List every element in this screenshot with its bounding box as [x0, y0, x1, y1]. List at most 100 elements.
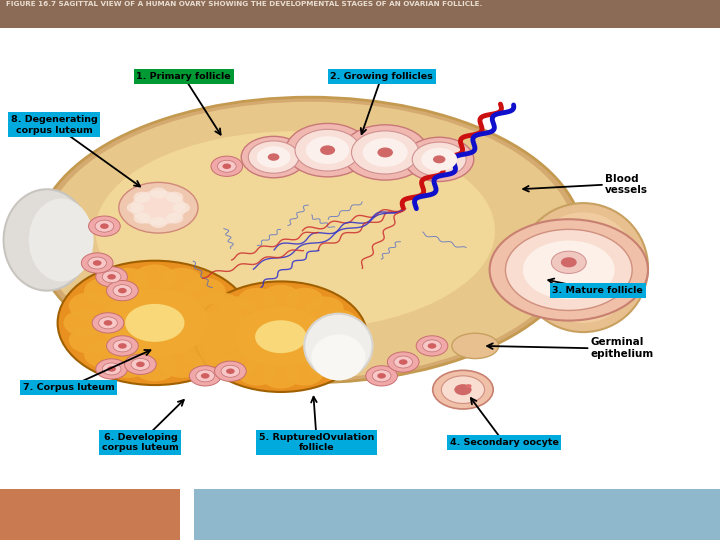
FancyBboxPatch shape	[0, 489, 180, 540]
Ellipse shape	[43, 102, 576, 378]
Circle shape	[306, 353, 343, 377]
Circle shape	[198, 326, 241, 354]
Circle shape	[127, 202, 144, 213]
Circle shape	[342, 125, 428, 180]
Text: 2. Growing follicles: 2. Growing follicles	[330, 72, 433, 81]
Circle shape	[204, 309, 246, 336]
Circle shape	[394, 356, 413, 368]
Circle shape	[125, 304, 184, 342]
Circle shape	[107, 366, 116, 372]
Circle shape	[100, 224, 109, 229]
Circle shape	[189, 366, 221, 386]
Circle shape	[324, 325, 362, 349]
Circle shape	[286, 361, 323, 386]
Text: 3. Mature follicle: 3. Mature follicle	[552, 286, 643, 295]
Circle shape	[118, 343, 127, 349]
Circle shape	[183, 341, 225, 368]
Circle shape	[173, 202, 190, 213]
Circle shape	[95, 220, 114, 232]
Ellipse shape	[95, 131, 495, 330]
Circle shape	[107, 274, 116, 280]
Circle shape	[217, 160, 236, 172]
Circle shape	[133, 192, 150, 203]
Circle shape	[423, 340, 441, 352]
Circle shape	[102, 271, 121, 283]
Circle shape	[215, 361, 246, 381]
Circle shape	[96, 359, 127, 379]
Circle shape	[218, 296, 256, 321]
Circle shape	[88, 257, 107, 269]
Text: 1. Primary follicle: 1. Primary follicle	[136, 72, 231, 81]
Circle shape	[286, 288, 323, 312]
Circle shape	[552, 251, 586, 273]
Circle shape	[454, 384, 472, 395]
Circle shape	[413, 142, 466, 177]
Circle shape	[58, 261, 252, 385]
Circle shape	[204, 309, 243, 334]
Circle shape	[133, 354, 176, 381]
Circle shape	[196, 370, 215, 382]
Circle shape	[295, 129, 360, 171]
FancyBboxPatch shape	[194, 489, 720, 540]
Ellipse shape	[304, 314, 373, 378]
Circle shape	[99, 317, 117, 329]
Circle shape	[320, 145, 335, 155]
Circle shape	[416, 336, 448, 356]
Circle shape	[490, 219, 648, 321]
Circle shape	[226, 368, 235, 374]
Ellipse shape	[29, 199, 94, 281]
Circle shape	[102, 363, 121, 375]
Circle shape	[150, 217, 167, 228]
Circle shape	[366, 366, 397, 386]
Text: 8. Degenerating
corpus luteum: 8. Degenerating corpus luteum	[11, 115, 97, 134]
Circle shape	[363, 138, 408, 167]
Circle shape	[63, 309, 107, 336]
Circle shape	[160, 268, 203, 295]
Circle shape	[268, 153, 279, 161]
Circle shape	[204, 340, 243, 364]
Circle shape	[399, 359, 408, 365]
Circle shape	[238, 361, 276, 386]
Circle shape	[93, 260, 102, 266]
Ellipse shape	[4, 190, 90, 291]
Circle shape	[166, 192, 184, 203]
Circle shape	[113, 285, 132, 296]
Circle shape	[107, 268, 150, 295]
Circle shape	[523, 240, 615, 299]
FancyBboxPatch shape	[180, 489, 194, 540]
Circle shape	[433, 370, 493, 409]
Ellipse shape	[518, 203, 648, 332]
Circle shape	[199, 325, 238, 349]
Circle shape	[234, 307, 328, 367]
Circle shape	[198, 292, 241, 320]
Circle shape	[131, 190, 186, 225]
Circle shape	[372, 370, 391, 382]
Circle shape	[257, 146, 290, 168]
Circle shape	[107, 336, 138, 356]
Circle shape	[255, 320, 307, 353]
Circle shape	[466, 384, 472, 388]
Circle shape	[262, 285, 300, 309]
Text: 4. Secondary oocyte: 4. Secondary oocyte	[449, 438, 559, 447]
Text: Blood
vessels: Blood vessels	[605, 174, 648, 195]
Circle shape	[92, 313, 124, 333]
Circle shape	[125, 354, 156, 374]
Text: Germinal
epithelium: Germinal epithelium	[590, 338, 654, 359]
Circle shape	[241, 136, 306, 178]
Ellipse shape	[311, 334, 365, 381]
Circle shape	[248, 141, 299, 173]
Circle shape	[433, 156, 446, 163]
Circle shape	[160, 350, 203, 378]
Circle shape	[131, 359, 150, 370]
FancyBboxPatch shape	[0, 28, 720, 489]
Circle shape	[286, 124, 369, 177]
Circle shape	[221, 365, 240, 377]
Circle shape	[68, 292, 112, 320]
Text: 7. Corpus luteum: 7. Corpus luteum	[22, 383, 114, 392]
Circle shape	[107, 350, 150, 378]
Ellipse shape	[452, 333, 498, 359]
Circle shape	[387, 352, 419, 372]
Circle shape	[561, 257, 577, 267]
Circle shape	[81, 253, 113, 273]
Circle shape	[166, 213, 184, 224]
